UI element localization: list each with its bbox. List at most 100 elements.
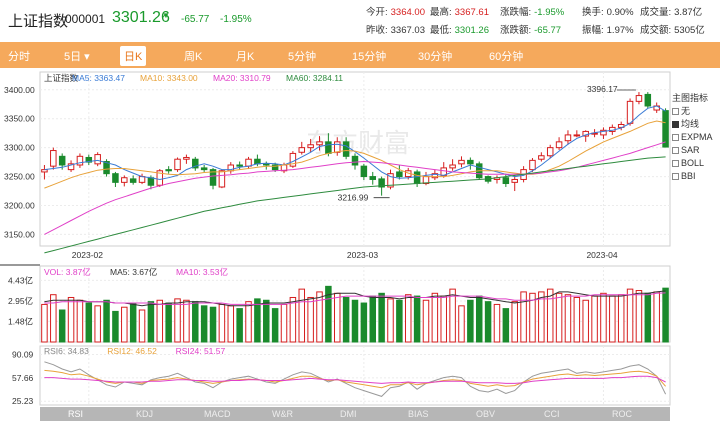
checkbox-icon[interactable] xyxy=(672,173,679,180)
candle-body[interactable] xyxy=(156,170,164,186)
indicator-tab[interactable]: RSI xyxy=(68,409,84,419)
volume-bar xyxy=(520,291,527,343)
candle-body[interactable] xyxy=(85,156,93,163)
candle-body[interactable] xyxy=(538,155,545,160)
period-tab[interactable]: 周K xyxy=(184,51,203,63)
candle-body[interactable] xyxy=(617,124,625,128)
candle-body[interactable] xyxy=(165,169,172,172)
indicator-tab[interactable]: OBV xyxy=(476,409,496,419)
candle-body[interactable] xyxy=(342,141,350,157)
checkbox-icon[interactable] xyxy=(672,134,679,141)
indicator-option[interactable]: BBI xyxy=(672,170,713,183)
indicator-option[interactable]: BOLL xyxy=(672,157,713,170)
candle-body[interactable] xyxy=(41,169,48,173)
candle-body[interactable] xyxy=(50,150,57,167)
ma5-line xyxy=(44,105,666,181)
candle-body[interactable] xyxy=(413,171,421,185)
indicator-option[interactable]: SAR xyxy=(672,144,713,157)
candle-body[interactable] xyxy=(218,170,226,188)
candle-body[interactable] xyxy=(626,100,634,124)
period-tab[interactable]: 月K xyxy=(236,51,255,63)
candle-body[interactable] xyxy=(67,163,75,171)
volume-bar xyxy=(342,296,350,343)
candle-body[interactable] xyxy=(236,164,243,167)
candle-body[interactable] xyxy=(254,158,261,165)
candle-body[interactable] xyxy=(103,161,110,175)
candle-body[interactable] xyxy=(360,165,368,178)
indicator-tab[interactable]: CCI xyxy=(544,409,560,419)
candle-body[interactable] xyxy=(334,141,341,153)
candle-body[interactable] xyxy=(458,159,465,165)
candle-body[interactable] xyxy=(183,156,190,160)
candle-body[interactable] xyxy=(396,171,403,178)
candle-body[interactable] xyxy=(76,155,84,166)
candle-body[interactable] xyxy=(573,134,581,137)
period-tab[interactable]: 15分钟 xyxy=(352,51,387,63)
candle-body[interactable] xyxy=(138,176,146,183)
candle-body[interactable] xyxy=(511,178,518,183)
indicator-option[interactable]: EXPMA xyxy=(672,131,713,144)
indicator-tab[interactable]: DMI xyxy=(340,409,357,419)
candle-body[interactable] xyxy=(662,110,669,148)
candle-body[interactable] xyxy=(325,141,332,154)
candle-body[interactable] xyxy=(529,159,536,171)
candle-body[interactable] xyxy=(555,141,563,149)
indicator-tab[interactable]: BIAS xyxy=(408,409,429,419)
candle-body[interactable] xyxy=(316,141,323,146)
candle-body[interactable] xyxy=(387,173,394,188)
period-tab[interactable]: 分时 xyxy=(8,51,30,63)
indicator-option[interactable]: 无 xyxy=(672,105,713,118)
checkbox-icon[interactable] xyxy=(672,147,679,154)
candle-body[interactable] xyxy=(121,177,128,183)
candle-body[interactable] xyxy=(449,164,456,169)
volume-bar xyxy=(58,309,66,343)
period-tab[interactable]: 5分钟 xyxy=(288,51,317,63)
candle-body[interactable] xyxy=(209,169,217,186)
candle-body[interactable] xyxy=(635,95,643,102)
candle-body[interactable] xyxy=(502,177,510,185)
candle-body[interactable] xyxy=(431,173,439,179)
volume-bar xyxy=(351,299,359,343)
candle-body[interactable] xyxy=(369,176,376,180)
candle-body[interactable] xyxy=(271,164,279,171)
period-tab[interactable]: 5日 ▾ xyxy=(64,51,90,63)
candle-body[interactable] xyxy=(263,163,270,166)
low-annotation: 3216.99 xyxy=(338,193,369,203)
candle-body[interactable] xyxy=(307,144,314,149)
indicator-tab[interactable]: ROC xyxy=(612,409,632,419)
checkbox-icon[interactable] xyxy=(672,108,679,115)
candle-body[interactable] xyxy=(467,159,474,165)
candle-body[interactable] xyxy=(298,147,306,153)
candle-body[interactable] xyxy=(174,158,181,171)
period-tab[interactable]: 30分钟 xyxy=(418,51,453,63)
candle-body[interactable] xyxy=(600,129,607,136)
checkbox-icon[interactable] xyxy=(672,160,679,167)
candle-body[interactable] xyxy=(378,178,385,188)
quote-stat-label: 成交量: xyxy=(640,7,672,18)
period-tab[interactable]: 日K xyxy=(120,46,147,66)
candle-body[interactable] xyxy=(200,167,208,171)
candle-body[interactable] xyxy=(546,147,554,157)
candle-body[interactable] xyxy=(644,93,652,107)
volume-bar xyxy=(280,303,288,343)
candle-body[interactable] xyxy=(564,134,572,142)
indicator-option[interactable]: 均线 xyxy=(672,118,713,131)
indicator-tab[interactable]: W&R xyxy=(272,409,293,419)
quote-stat-label: 换手: xyxy=(582,7,604,18)
period-tab[interactable]: 60分钟 xyxy=(489,51,524,63)
checkbox-icon[interactable] xyxy=(672,121,679,128)
candle-body[interactable] xyxy=(192,158,199,169)
volume-bar xyxy=(529,292,536,343)
candle-body[interactable] xyxy=(129,178,137,183)
indicator-tab[interactable]: KDJ xyxy=(136,409,154,419)
candle-body[interactable] xyxy=(351,155,359,166)
indicator-tab[interactable]: MACD xyxy=(204,409,231,419)
candle-body[interactable] xyxy=(112,173,119,183)
candle-body[interactable] xyxy=(147,177,155,186)
candle-body[interactable] xyxy=(94,154,101,165)
candle-body[interactable] xyxy=(245,158,252,167)
candle-body[interactable] xyxy=(58,155,66,166)
quote-stat: 昨收: 3367.03 xyxy=(366,22,425,36)
quote-stat-value: 3364.00 xyxy=(390,7,425,18)
